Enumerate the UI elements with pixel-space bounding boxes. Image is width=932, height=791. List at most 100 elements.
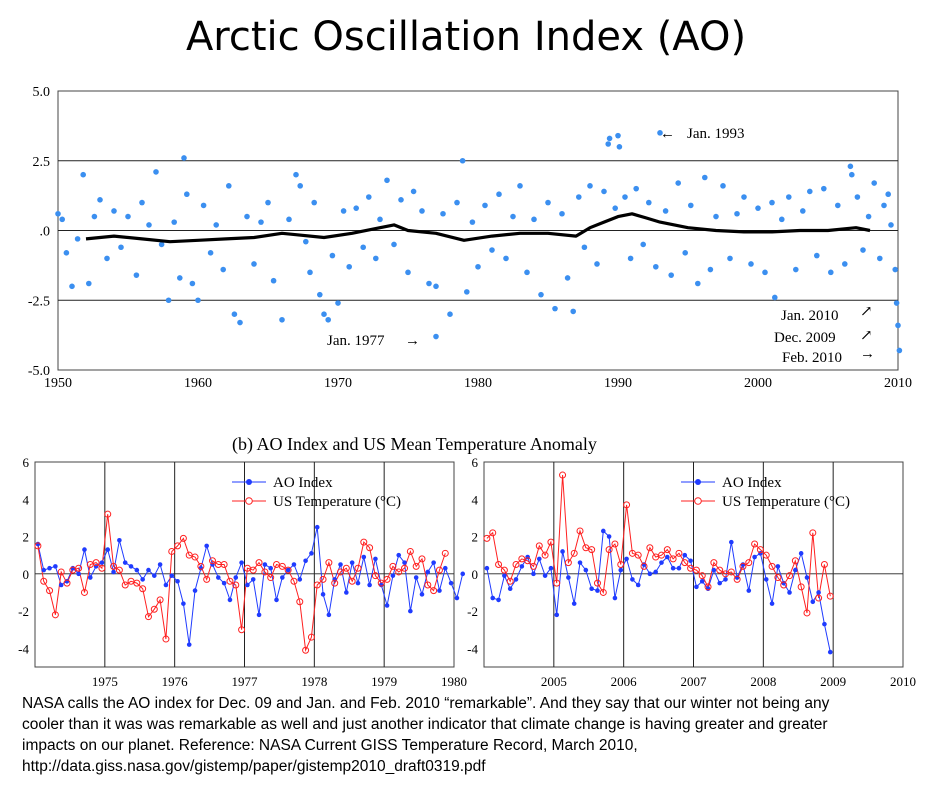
ao-index-point [595,588,600,593]
ao-monthly-point [325,316,332,323]
us-temperature-point [348,577,356,585]
us-temperature-point [168,547,176,555]
ao-index-point [589,586,594,592]
ao-monthly-point [258,219,264,225]
annotation-jan-1977: Jan. 1977 [327,333,385,349]
ao-monthly-point [893,300,900,306]
ao-monthly-point [871,180,877,186]
us-temperature-point [354,564,362,572]
us-temperature-point [623,501,631,509]
ao-index-point [221,580,227,586]
ao-monthly-point [195,297,201,304]
ao-monthly-point [184,191,190,198]
x-tick-label: 2008 [750,674,776,689]
ao-monthly-point [426,280,432,287]
ao-monthly-point [340,208,347,214]
ao-index-point [763,577,769,582]
ao-index-point [484,565,490,571]
ao-monthly-point [688,202,694,209]
us-temperature-point [576,527,584,535]
y-tick-label: -4 [467,641,478,656]
us-temperature-point [98,564,106,572]
ao-index-point [717,580,722,586]
ao-scatter-chart: 5.0 2.5 .0 -2.5 -5.0 1950 1960 1970 1980 1990 200… [28,85,912,391]
us-temperature-point [179,534,187,542]
us-temperature-point [524,557,532,565]
ao-monthly-point [653,263,659,270]
ao-index-point [280,575,285,580]
ao-index-point [647,571,653,577]
us-temperature-point [640,562,648,570]
ao-index-point [787,590,792,595]
ao-index-point [169,573,175,578]
ao-index-point [256,612,262,618]
ao-index-point [571,601,577,606]
us-temperature-point [495,561,503,568]
ao-monthly-point [270,277,277,284]
ao-monthly-point [849,171,855,178]
us-temperature-point [500,566,508,574]
ao-monthly-point [612,205,618,211]
arrow-jan-1993: ← [660,126,675,142]
ao-monthly-point [373,255,379,262]
ao-index-point [496,597,501,603]
ao-monthly-point [377,216,383,223]
ao-index-point [653,569,658,575]
us-temperature-point [786,572,794,580]
ao-monthly-point [675,180,681,186]
ao-index-point [157,562,163,567]
caption-line-1: NASA calls the AO index for Dec. 09 and … [22,695,830,712]
us-temperature-point [63,579,71,587]
x-tick-label: 2009 [820,674,846,689]
us-temperature-point [325,559,333,567]
ao-index-point [659,560,664,565]
ao-monthly-point [627,255,634,262]
us-temperature-point [226,577,234,585]
ao-index-point [122,560,128,565]
us-temperature-point [547,538,555,546]
ao-index-point [105,547,111,552]
ao-index-point [513,577,519,582]
ao-monthly-point [854,194,861,200]
caption-line-4: http://data.giss.nasa.gov/gistemp/paper/… [22,758,486,775]
caption-line-3: impacts on our planet. Reference: NASA C… [22,737,638,754]
ao-monthly-point [762,269,768,276]
us-temperature-point [34,542,42,550]
ao-monthly-point [118,244,124,251]
arrow-jan-2010: ↗ [860,304,873,320]
ao-monthly-point [171,219,177,225]
us-temperature-point [663,546,671,554]
us-temperature-point [121,581,129,589]
us-temperature-point [774,574,782,582]
ao-index-point [175,578,180,584]
ao-index-point [682,552,688,558]
x-tick-label: 2010 [890,674,916,689]
ao-monthly-point [158,241,165,248]
us-temperature-point [238,626,246,634]
ao-monthly-point [576,194,582,200]
us-temperature-point [331,579,339,587]
ao-monthly-point [391,241,397,248]
us-temperature-point [418,555,426,563]
ao-monthly-point [125,213,131,220]
us-temperature-point [191,553,199,561]
ao-monthly-point [405,269,411,276]
us-temperature-point [412,562,420,570]
ao-index-point [99,560,105,565]
ao-monthly-point [865,213,872,220]
us-temperature-point [51,611,59,619]
ao-monthly-point [741,194,747,200]
ao-monthly-point [524,269,530,276]
us-temperature-point [815,594,823,602]
us-temperature-point [529,562,537,570]
x-tick-label: 1975 [92,674,118,689]
arrow-feb-2010: → [860,346,875,362]
ao-monthly-point [835,202,841,209]
us-temperature-point [174,542,182,550]
ao-monthly-point [559,210,565,217]
ao-monthly-point [606,135,613,142]
us-temperature-point [197,562,205,570]
ao-index-point [490,595,496,601]
x-tick-label: 2006 [611,674,638,689]
us-temperature-point [739,562,747,570]
